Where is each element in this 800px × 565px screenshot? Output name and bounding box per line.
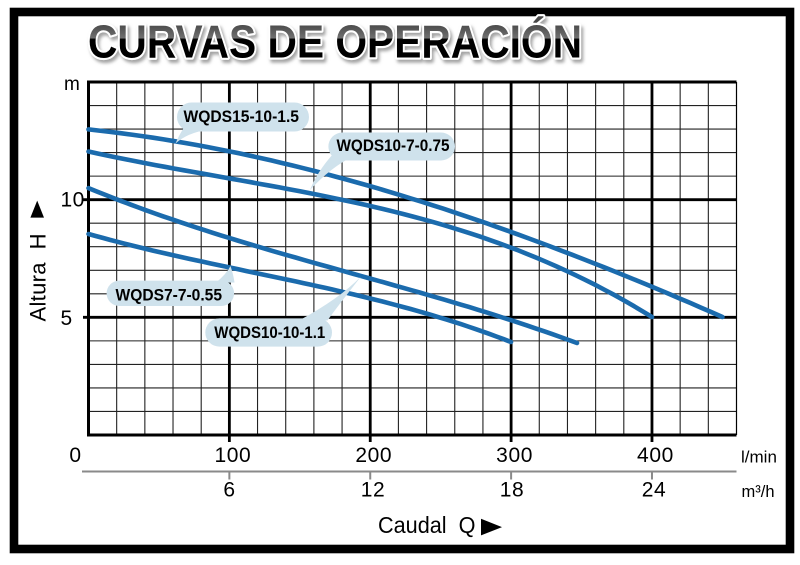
- svg-text:400: 400: [637, 444, 674, 467]
- svg-text:10: 10: [61, 188, 85, 211]
- svg-text:WQDS10-10-1.1: WQDS10-10-1.1: [214, 324, 325, 342]
- svg-text:100: 100: [214, 444, 251, 467]
- svg-text:18: 18: [500, 478, 525, 501]
- svg-text:Caudal Q: Caudal Q: [378, 512, 476, 538]
- svg-text:12: 12: [361, 478, 386, 501]
- svg-text:WQDS10-7-0.75: WQDS10-7-0.75: [337, 137, 450, 155]
- svg-text:300: 300: [496, 444, 533, 467]
- svg-text:0: 0: [69, 444, 81, 467]
- svg-text:m: m: [64, 74, 80, 95]
- svg-text:5: 5: [61, 307, 73, 330]
- svg-text:WQDS15-10-1.5: WQDS15-10-1.5: [184, 108, 300, 126]
- svg-text:Altura H: Altura H: [26, 233, 51, 321]
- svg-text:m³/h: m³/h: [742, 483, 775, 501]
- svg-text:WQDS7-7-0.55: WQDS7-7-0.55: [116, 286, 223, 304]
- svg-text:24: 24: [642, 478, 667, 501]
- svg-text:l/min: l/min: [741, 448, 777, 467]
- svg-text:6: 6: [223, 478, 235, 501]
- svg-text:200: 200: [355, 444, 392, 467]
- svg-text:CURVAS DE OPERACIÓN: CURVAS DE OPERACIÓN: [88, 15, 582, 67]
